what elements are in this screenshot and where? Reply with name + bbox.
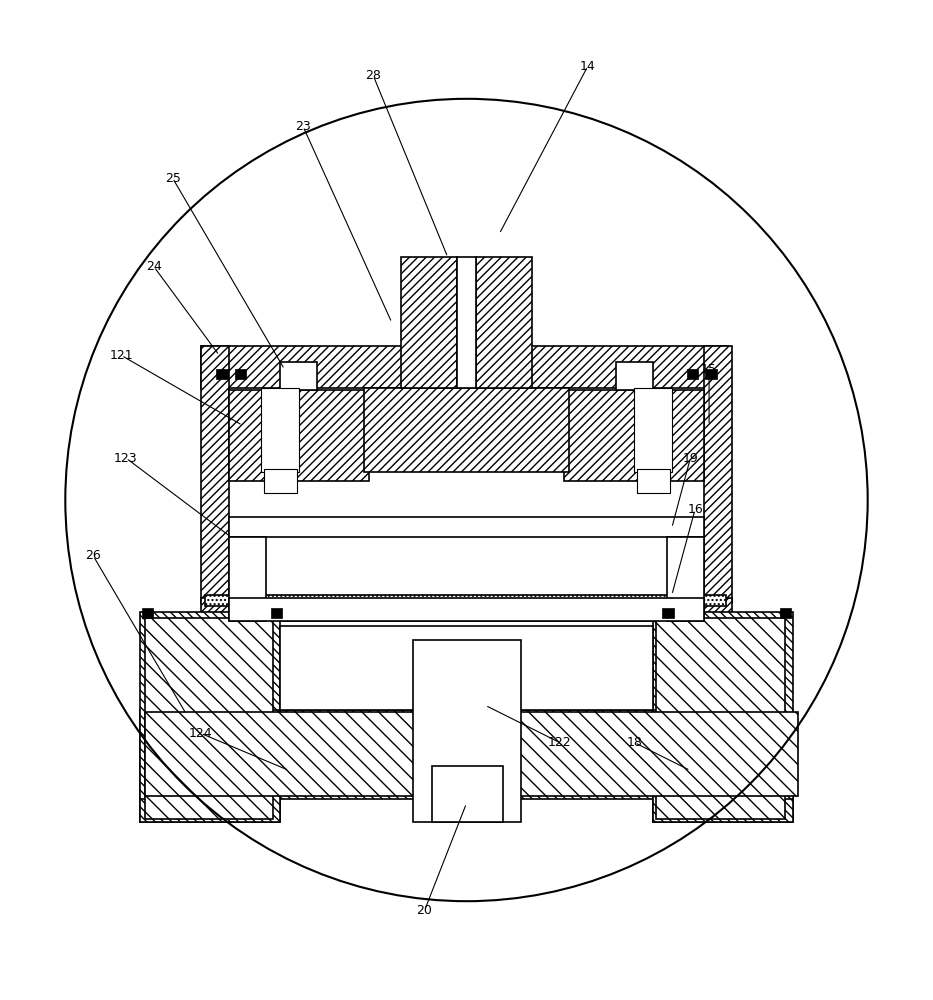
Bar [264,469,297,493]
Bar [667,537,704,621]
Bar [401,257,457,388]
Text: 28: 28 [365,69,382,82]
Bar [457,257,476,388]
Bar [653,612,793,822]
Text: 20: 20 [416,904,433,917]
Text: 122: 122 [548,736,572,749]
Bar [205,595,726,606]
Bar [229,598,704,621]
Bar [634,388,672,472]
Text: 15: 15 [701,363,717,376]
Bar [145,712,798,796]
Polygon shape [140,710,280,822]
Bar [142,608,153,618]
Text: 18: 18 [626,736,643,749]
Bar [656,618,785,819]
Bar [564,390,704,481]
Bar [261,388,299,472]
Text: 124: 124 [188,727,213,740]
Bar [216,369,228,379]
Bar [271,608,282,618]
Text: 23: 23 [296,120,311,133]
Bar [687,369,698,379]
Bar [229,537,266,621]
Bar [704,346,732,603]
Text: 19: 19 [683,452,698,465]
Circle shape [65,99,868,901]
Bar [280,362,317,390]
Bar [662,608,674,618]
Text: 16: 16 [688,503,703,516]
Bar [413,640,521,822]
Bar [229,517,704,537]
Text: 123: 123 [114,452,138,465]
Polygon shape [653,710,793,822]
Bar [140,710,793,799]
Bar [616,362,653,390]
Bar [229,390,369,481]
Bar [432,766,503,822]
Bar [780,608,791,618]
Bar [201,346,229,603]
Bar [637,469,670,493]
Bar [705,369,717,379]
Text: 25: 25 [164,172,181,185]
Text: 121: 121 [109,349,133,362]
Bar [201,346,728,388]
Bar [280,626,653,710]
Text: 24: 24 [146,260,161,273]
Text: 14: 14 [580,60,595,73]
Text: 26: 26 [86,549,101,562]
Bar [364,388,569,472]
Bar [201,598,732,621]
Bar [140,612,280,822]
Bar [476,257,532,388]
Bar [235,369,246,379]
Bar [145,618,273,819]
